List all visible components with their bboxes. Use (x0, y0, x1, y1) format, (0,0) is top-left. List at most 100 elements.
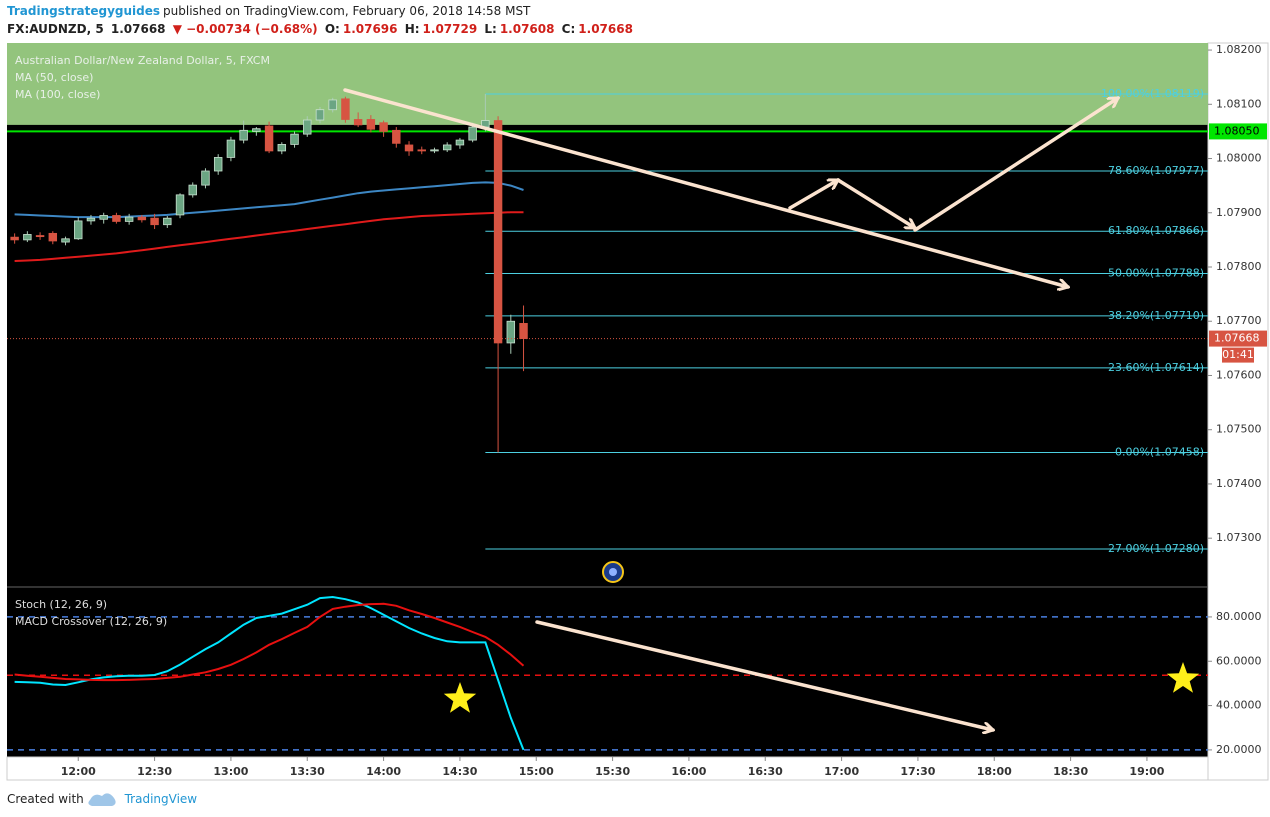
y-tick-label: 1.08200 (1216, 43, 1262, 56)
candle-body (277, 144, 287, 152)
y-tick-label: 1.07700 (1216, 314, 1262, 327)
candle-body (252, 128, 261, 132)
candle-body (455, 139, 465, 146)
open: 1.07696 (342, 22, 398, 36)
x-tick-label: 14:00 (366, 765, 401, 778)
candle-body (519, 323, 528, 339)
price-axis (1207, 42, 1269, 781)
candle-body (124, 216, 134, 222)
y-tick-label: 1.08000 (1216, 152, 1262, 165)
arrow (343, 88, 1068, 287)
y-tick-label: 1.07500 (1216, 423, 1262, 436)
arrow (535, 620, 993, 730)
candle-body (353, 119, 363, 126)
x-tick-label: 15:00 (519, 765, 554, 778)
y-tick-label: 80.0000 (1216, 610, 1262, 623)
last-price-label: 1.07668 (1214, 332, 1260, 345)
change: ▼ −0.00734 (−0.68%) (172, 22, 318, 36)
candle-body (226, 139, 236, 158)
y-tick-label: 1.07900 (1216, 206, 1262, 219)
candle-body (303, 119, 312, 135)
legend-entry: MA (100, close) (15, 88, 100, 101)
y-tick-label: 1.07800 (1216, 260, 1262, 273)
candle-body (468, 126, 477, 141)
x-tick-label: 16:30 (748, 765, 783, 778)
candle-body (201, 170, 210, 186)
candle-body (48, 232, 58, 242)
header-line: Tradingstrategyguides published on Tradin… (7, 4, 533, 18)
indicator-label: Stoch (12, 26, 9) (15, 598, 107, 611)
l-label: L: (484, 22, 497, 36)
c-label: C: (561, 22, 576, 36)
last-price-box (1209, 330, 1267, 347)
author[interactable]: Tradingstrategyguides (7, 4, 161, 18)
fib-label: 78.60%(1.07977) (1108, 164, 1204, 177)
zone (7, 43, 1208, 125)
x-tick-label: 16:00 (671, 765, 706, 778)
fib-label: 100.00%(1.08119) (1101, 87, 1204, 100)
candle-body (10, 236, 19, 241)
symbol-line: FX:AUDNZD, 5 1.07668 ▼ −0.00734 (−0.68%)… (7, 22, 636, 36)
arrow (788, 178, 838, 210)
legend-entry: MA (50, close) (15, 71, 93, 84)
x-tick-label: 18:00 (977, 765, 1012, 778)
x-tick-label: 18:30 (1053, 765, 1088, 778)
price: 1.07668 (110, 22, 166, 36)
brand-logo (88, 793, 116, 806)
plot-background (7, 43, 1208, 757)
chart-title: Australian Dollar/New Zealand Dollar, 5,… (15, 54, 270, 67)
x-tick-label: 13:30 (290, 765, 325, 778)
countdown-box (1222, 347, 1254, 363)
candle-body (112, 215, 121, 222)
star (1166, 662, 1200, 693)
hline-label: 1.08050 (1214, 124, 1260, 137)
x-tick-label: 12:30 (137, 765, 172, 778)
candle-body (493, 120, 503, 344)
candle-body (392, 129, 401, 144)
candle-body (442, 144, 452, 151)
fib-label: 38.20%(1.07710) (1108, 309, 1204, 322)
series-line (14, 602, 525, 682)
arrow (913, 96, 1118, 232)
x-tick-label: 19:00 (1129, 765, 1164, 778)
y-tick-label: 1.07600 (1216, 368, 1262, 381)
candle-body (163, 217, 172, 226)
time-axis (6, 756, 1209, 781)
y-tick-label: 20.0000 (1216, 743, 1262, 756)
candle-body (35, 235, 45, 238)
candle-body (417, 149, 426, 152)
fib-label: 50.00%(1.07788) (1108, 267, 1204, 280)
y-tick-label: 1.08100 (1216, 97, 1262, 110)
series-line (14, 595, 525, 751)
candle-body (404, 144, 414, 152)
y-tick-label: 1.07300 (1216, 531, 1262, 544)
footer: Created with TradingView (7, 792, 200, 806)
y-tick-label: 1.07400 (1216, 477, 1262, 490)
indicator-label: MACD Crossover (12, 26, 9) (15, 615, 167, 628)
y-tick-label: 40.0000 (1216, 699, 1262, 712)
candle-body (188, 184, 197, 196)
y-tick-label: 60.0000 (1216, 654, 1262, 667)
candle-body (290, 133, 299, 145)
candle-body (175, 194, 185, 216)
candle-body (86, 217, 96, 222)
candle-body (328, 99, 337, 111)
fib-label: 61.80%(1.07866) (1108, 224, 1204, 237)
series-line (14, 181, 524, 219)
event-icon-globe (609, 568, 617, 576)
brand[interactable]: TradingView (124, 792, 198, 806)
symbol: FX:AUDNZD, 5 (7, 22, 104, 36)
created-with: Created with (7, 792, 84, 806)
candle-body (315, 109, 325, 121)
h-label: H: (404, 22, 420, 36)
candle-body (61, 238, 70, 243)
series-line (14, 211, 524, 262)
candle-body (74, 220, 83, 240)
high: 1.07729 (422, 22, 478, 36)
candle-body (264, 125, 274, 152)
countdown-label: 01:41 (1222, 348, 1254, 361)
fib-label: -27.00%(1.07280) (1104, 542, 1204, 555)
fib-label: 0.00%(1.07458) (1115, 445, 1204, 458)
